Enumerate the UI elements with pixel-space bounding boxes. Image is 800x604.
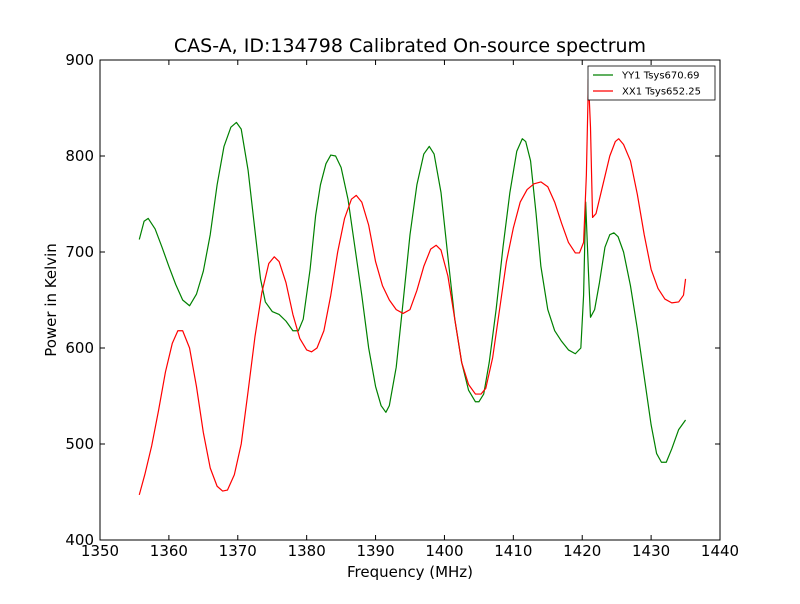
x-tick-label: 1350 xyxy=(81,542,119,560)
series-line-0 xyxy=(138,121,687,463)
x-tick-label: 1360 xyxy=(150,542,188,560)
x-tick-label: 1380 xyxy=(288,542,326,560)
chart-title: CAS-A, ID:134798 Calibrated On-source sp… xyxy=(174,35,646,57)
x-tick-label: 1430 xyxy=(632,542,670,560)
legend-label-0: YY1 Tsys670.69 xyxy=(621,71,700,82)
y-tick-label: 500 xyxy=(65,435,94,453)
x-tick-label: 1400 xyxy=(425,542,463,560)
y-tick-label: 700 xyxy=(65,243,94,261)
legend: YY1 Tsys670.69 XX1 Tsys652.25 xyxy=(587,65,716,101)
x-tick-label: 1420 xyxy=(563,542,601,560)
y-tick-label: 600 xyxy=(65,339,94,357)
x-tick-label: 1410 xyxy=(494,542,532,560)
legend-box xyxy=(587,65,716,101)
x-axis-ticks: 1350 1360 1370 1380 1390 1400 1410 1420 1430 1440 xyxy=(81,60,739,560)
series-line-1 xyxy=(138,78,687,496)
x-tick-label: 1390 xyxy=(356,542,394,560)
y-tick-label: 400 xyxy=(65,531,94,549)
x-tick-label: 1370 xyxy=(219,542,257,560)
y-tick-label: 800 xyxy=(65,147,94,165)
plot-lines xyxy=(138,78,687,496)
y-tick-label: 900 xyxy=(65,51,94,69)
y-axis-label: Power in Kelvin xyxy=(42,243,60,357)
legend-label-1: XX1 Tsys652.25 xyxy=(622,87,701,98)
x-tick-label: 1440 xyxy=(701,542,739,560)
x-axis-label: Frequency (MHz) xyxy=(347,563,473,581)
y-axis-ticks: 400 500 600 700 800 900 xyxy=(65,51,720,549)
plot-frame xyxy=(99,59,721,541)
